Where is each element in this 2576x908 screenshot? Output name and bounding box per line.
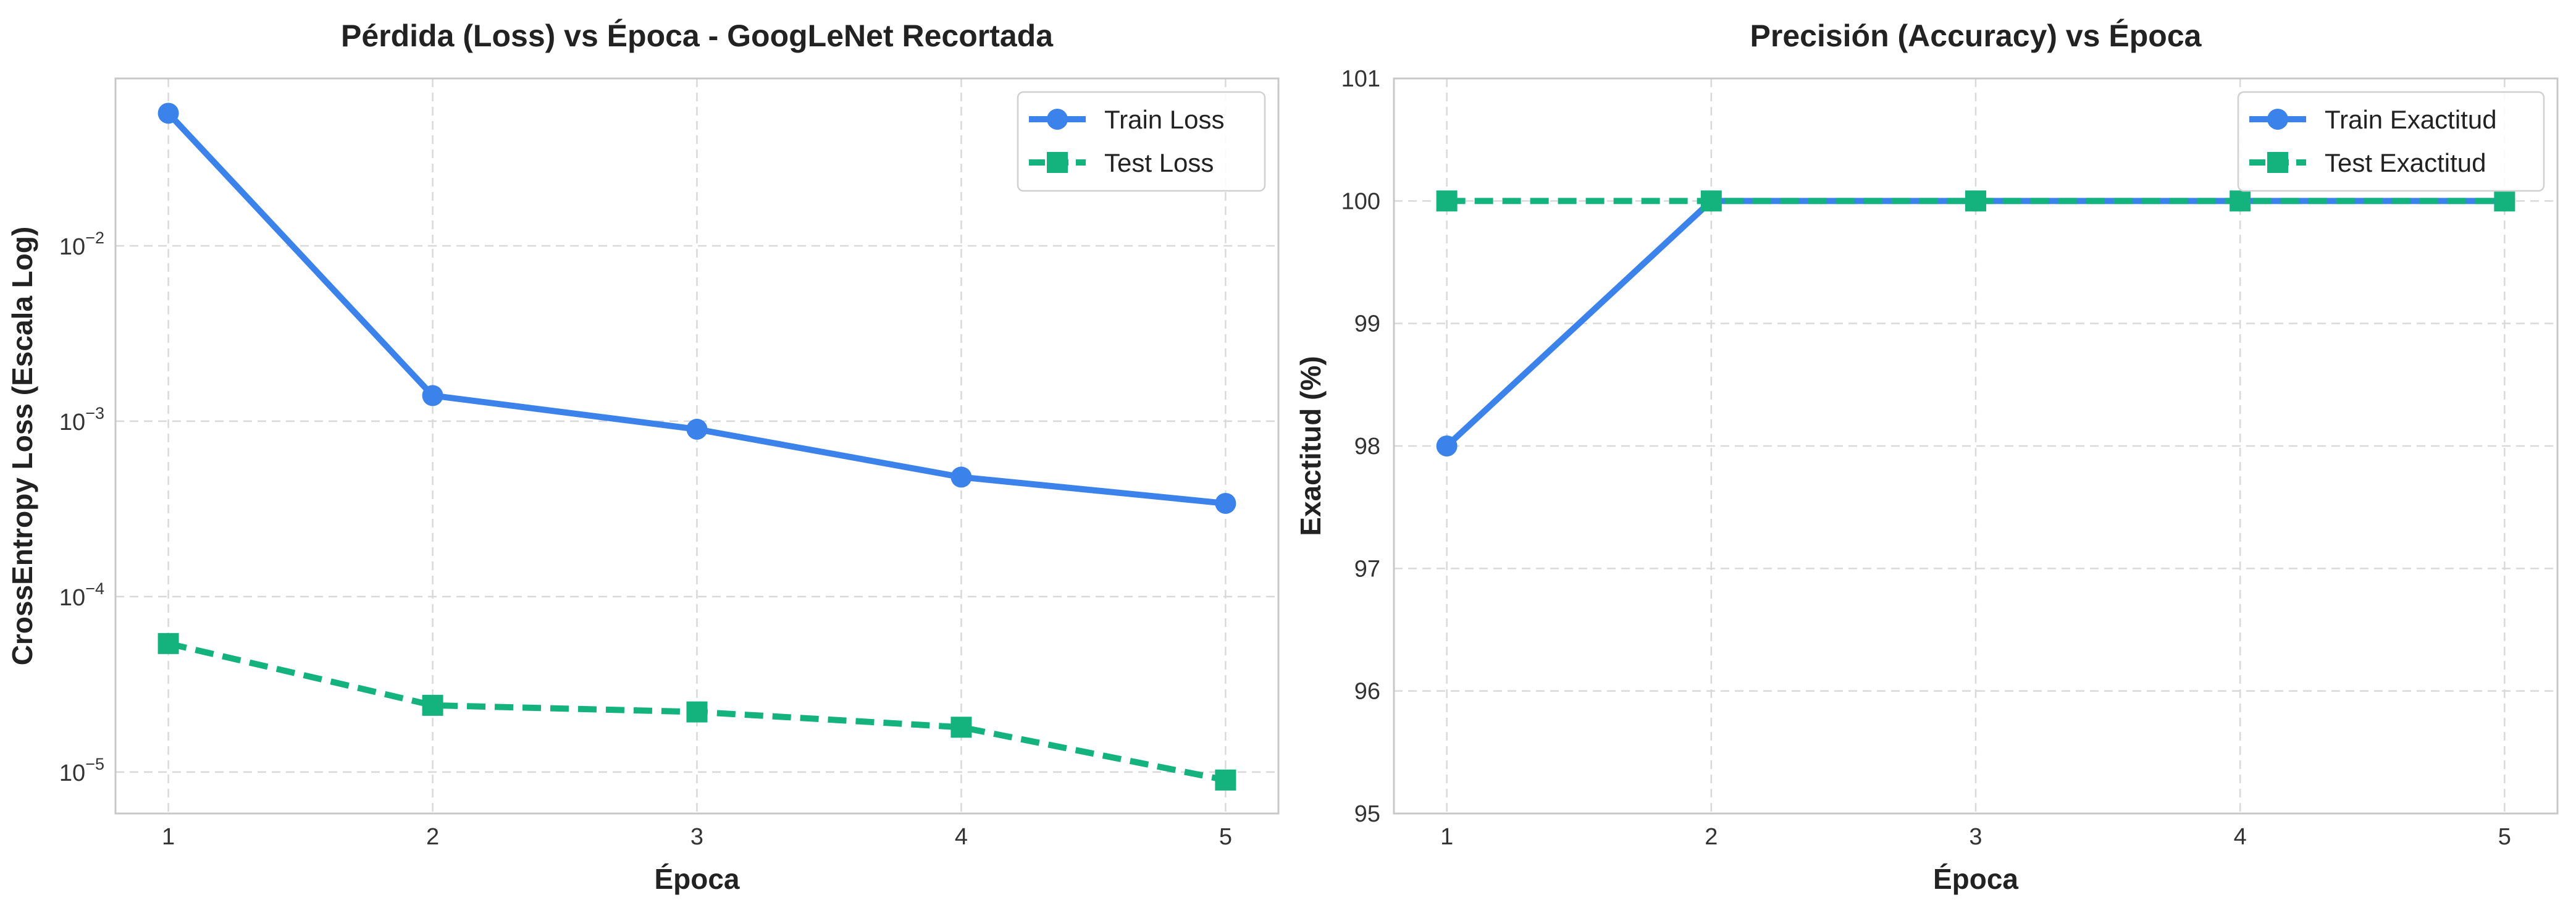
y-tick-exponent: −2 bbox=[85, 229, 104, 247]
chart-title: Precisión (Accuracy) vs Época bbox=[1750, 19, 2202, 53]
y-tick-label: 97 bbox=[1354, 556, 1380, 582]
y-axis-label: Exactitud (%) bbox=[1294, 356, 1327, 536]
legend-label: Train Exactitud bbox=[2325, 105, 2497, 134]
data-point bbox=[1436, 190, 1458, 212]
data-point bbox=[157, 103, 179, 124]
y-tick-label: 95 bbox=[1354, 801, 1380, 827]
accuracy-chart: 1 2 3 4 5 95 96 97 98 99 100 101 Precisión (Accuracy… bbox=[1294, 19, 2559, 895]
data-point bbox=[2230, 190, 2251, 212]
legend-marker bbox=[2267, 152, 2288, 173]
y-axis-label: CrossEntropy Loss (Escala Log) bbox=[6, 227, 38, 666]
y-tick-label: 96 bbox=[1354, 679, 1380, 705]
data-point bbox=[950, 717, 972, 738]
x-tick-label: 5 bbox=[2498, 824, 2511, 850]
data-point bbox=[1215, 769, 1236, 791]
y-tick-label: 99 bbox=[1354, 311, 1380, 337]
chart-title: Pérdida (Loss) vs Época - GoogLeNet Reco… bbox=[341, 19, 1054, 53]
x-tick-label: 1 bbox=[162, 824, 175, 850]
x-axis-label: Época bbox=[654, 863, 739, 895]
x-tick-label: 5 bbox=[1219, 824, 1232, 850]
data-point bbox=[1215, 492, 1236, 514]
data-point bbox=[1700, 190, 1722, 212]
y-tick-base: 10 bbox=[59, 585, 85, 611]
y-tick-label: 10−5 bbox=[59, 755, 104, 786]
x-tick-label: 1 bbox=[1440, 824, 1453, 850]
data-point bbox=[422, 385, 443, 406]
legend-entry: Test Exactitud bbox=[2249, 148, 2486, 177]
legend-label: Test Exactitud bbox=[2325, 148, 2486, 177]
y-tick-base: 10 bbox=[59, 760, 85, 786]
x-tick-label: 2 bbox=[426, 824, 439, 850]
data-point bbox=[1436, 435, 1458, 456]
y-tick-exponent: −5 bbox=[85, 755, 104, 773]
y-tick-exponent: −3 bbox=[85, 404, 104, 422]
grid-lines bbox=[115, 78, 1278, 813]
plot-frame bbox=[114, 77, 1280, 815]
legend-marker bbox=[2267, 109, 2288, 130]
plot-frame bbox=[1393, 77, 2559, 815]
data-point bbox=[950, 466, 972, 488]
legend: Train Exactitud Test Exactitud bbox=[2237, 91, 2545, 192]
y-tick-label: 100 bbox=[1341, 188, 1380, 214]
series-train-loss bbox=[157, 103, 1236, 514]
x-axis-label: Época bbox=[1933, 863, 2018, 895]
y-tick-label: 101 bbox=[1341, 66, 1380, 92]
x-tick-label: 2 bbox=[1705, 824, 1718, 850]
series-test-loss bbox=[157, 633, 1236, 791]
x-tick-label: 4 bbox=[955, 824, 968, 850]
y-tick-label: 10−3 bbox=[59, 404, 104, 435]
y-tick-base: 10 bbox=[59, 410, 85, 435]
x-tick-label: 3 bbox=[1969, 824, 1982, 850]
legend-marker bbox=[1047, 152, 1068, 173]
data-point bbox=[157, 633, 179, 654]
y-tick-label: 98 bbox=[1354, 434, 1380, 460]
data-point bbox=[2494, 190, 2515, 212]
legend: Train Loss Test Loss bbox=[1017, 91, 1266, 192]
data-point bbox=[1965, 190, 1986, 212]
legend-entry: Train Exactitud bbox=[2249, 105, 2497, 134]
y-tick-labels: 95 96 97 98 99 100 101 bbox=[1341, 66, 1380, 827]
y-tick-label: 10−4 bbox=[59, 579, 104, 611]
x-tick-labels: 1 2 3 4 5 bbox=[1440, 824, 2511, 850]
y-tick-exponent: −4 bbox=[85, 579, 104, 598]
x-tick-label: 3 bbox=[690, 824, 703, 850]
legend-label: Train Loss bbox=[1104, 105, 1225, 134]
legend-entry: Train Loss bbox=[1029, 105, 1225, 134]
x-tick-labels: 1 2 3 4 5 bbox=[162, 824, 1232, 850]
y-tick-labels: 10−510−410−310−2 bbox=[59, 229, 104, 786]
legend-label: Test Loss bbox=[1104, 148, 1214, 177]
series-test-exactitud bbox=[1436, 190, 2515, 212]
data-point bbox=[686, 701, 708, 723]
legend-marker bbox=[1047, 109, 1068, 130]
legend-entry: Test Loss bbox=[1029, 148, 1214, 177]
legend-box bbox=[2237, 91, 2545, 192]
y-tick-base: 10 bbox=[59, 234, 85, 260]
y-tick-label: 10−2 bbox=[59, 229, 104, 260]
x-tick-label: 4 bbox=[2234, 824, 2247, 850]
data-point bbox=[686, 418, 708, 440]
data-point bbox=[422, 694, 443, 716]
